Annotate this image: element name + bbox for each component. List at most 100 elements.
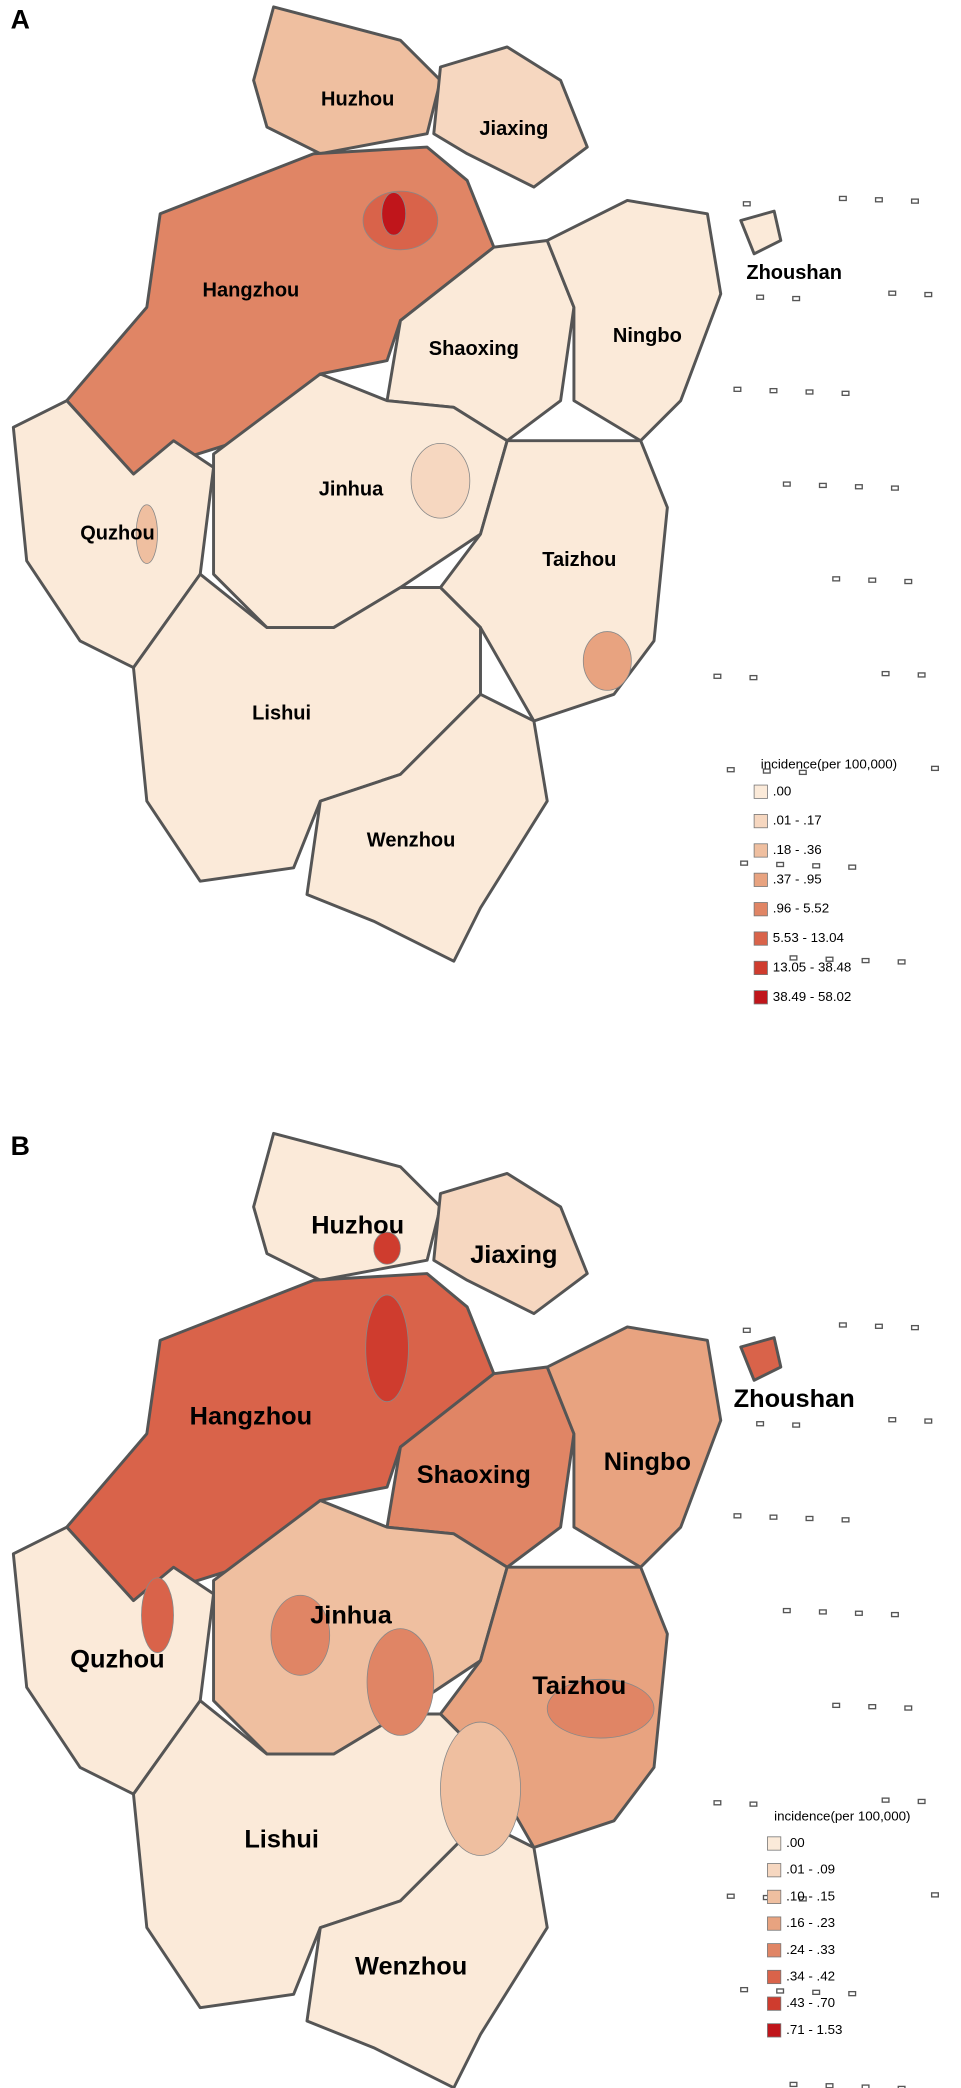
island [841, 390, 850, 396]
island [841, 1517, 850, 1523]
city-label: Quzhou [80, 522, 154, 544]
island [798, 1896, 807, 1902]
island [782, 1607, 791, 1614]
map-panel: B Huzhou Jiaxing Hangzhou Shaoxing Ningbo Zhou… [11, 1131, 939, 2088]
city-label: Taizhou [532, 1672, 626, 1700]
legend-label: 13.05 - 38.48 [773, 959, 852, 974]
legend-label: .71 - 1.53 [786, 2022, 842, 2037]
hotspot [135, 504, 158, 564]
island [848, 1990, 857, 1997]
legend-swatch [753, 814, 768, 829]
island [756, 294, 765, 300]
island [812, 1989, 821, 1995]
legend-label: 5.53 - 13.04 [773, 930, 845, 945]
prefecture [545, 1325, 723, 1569]
island [776, 1988, 785, 1994]
island [881, 670, 890, 677]
legend-swatch [767, 1996, 782, 2011]
city-label: Jinhua [319, 478, 384, 500]
prefecture [252, 1131, 442, 1282]
island [776, 861, 785, 868]
legend-swatch [753, 902, 768, 917]
island [726, 1893, 735, 1899]
prefecture [132, 572, 482, 883]
island [769, 387, 778, 394]
hotspot [410, 442, 471, 519]
island [782, 481, 791, 487]
island [904, 1705, 913, 1711]
island [924, 291, 933, 298]
island [749, 674, 758, 681]
prefecture [545, 198, 723, 443]
island [742, 201, 751, 207]
island [890, 485, 899, 491]
legend-label: .37 - .95 [773, 871, 822, 886]
island [832, 576, 841, 582]
island [888, 1417, 897, 1423]
hotspot [366, 1628, 435, 1736]
island [825, 956, 834, 962]
legend-label: 38.49 - 58.02 [773, 989, 852, 1004]
hotspot [365, 1294, 409, 1403]
island [897, 959, 906, 965]
city-label: Lishui [244, 1826, 319, 1854]
prefecture [252, 5, 442, 156]
legend-label: .43 - .70 [786, 1995, 835, 2010]
island [733, 1513, 742, 1519]
island [726, 767, 735, 773]
island [838, 1322, 847, 1328]
island [917, 672, 926, 678]
legend-swatch [767, 1889, 782, 1904]
island [769, 1514, 778, 1520]
city-label: Jinhua [310, 1601, 393, 1629]
island [818, 482, 827, 489]
island [917, 1798, 926, 1805]
island [924, 1418, 933, 1424]
prefecture [432, 45, 589, 189]
map-panel: A Huzhou Jiaxing Hangzhou Shaoxing Ningbo Zhou… [11, 5, 939, 1005]
island [888, 290, 897, 296]
island [740, 860, 749, 866]
legend-swatch [767, 1836, 782, 1851]
prefecture [11, 399, 216, 670]
city-label: Ningbo [604, 1448, 691, 1476]
legend-swatch [753, 960, 768, 975]
city-label: Zhoushan [734, 1385, 855, 1413]
legend-swatch [767, 1969, 782, 1985]
island [762, 768, 771, 774]
city-label: Wenzhou [355, 1952, 467, 1980]
prefecture [305, 692, 549, 963]
island [854, 484, 863, 490]
city-label: Huzhou [311, 1212, 404, 1240]
prefecture [432, 1171, 589, 1316]
legend-title: incidence(per 100,000) [774, 1808, 910, 1823]
island [868, 1704, 877, 1710]
legend-label: .01 - .17 [773, 813, 822, 828]
island [740, 1986, 749, 1993]
island [749, 1801, 758, 1807]
island [789, 955, 798, 961]
legend-label: .00 [786, 1835, 805, 1850]
island [910, 1324, 919, 1331]
hotspot [373, 1231, 401, 1265]
island [930, 1892, 939, 1898]
city-label: Quzhou [70, 1645, 164, 1673]
hotspot [141, 1577, 174, 1654]
legend-label: .24 - .33 [786, 1942, 835, 1957]
city-label: Taizhou [542, 549, 616, 571]
legend-swatch [753, 990, 768, 1005]
hotspot [440, 1721, 521, 1856]
island [733, 386, 742, 392]
legend-swatch [753, 843, 768, 858]
legend-label: .10 - .15 [786, 1888, 835, 1903]
island [805, 389, 814, 395]
island [910, 198, 919, 204]
island [861, 957, 870, 964]
legend-label: .16 - .23 [786, 1915, 835, 1930]
island [854, 1610, 863, 1616]
island [874, 197, 883, 203]
prefecture [739, 209, 783, 256]
island [848, 864, 857, 870]
city-label: Wenzhou [367, 829, 456, 851]
